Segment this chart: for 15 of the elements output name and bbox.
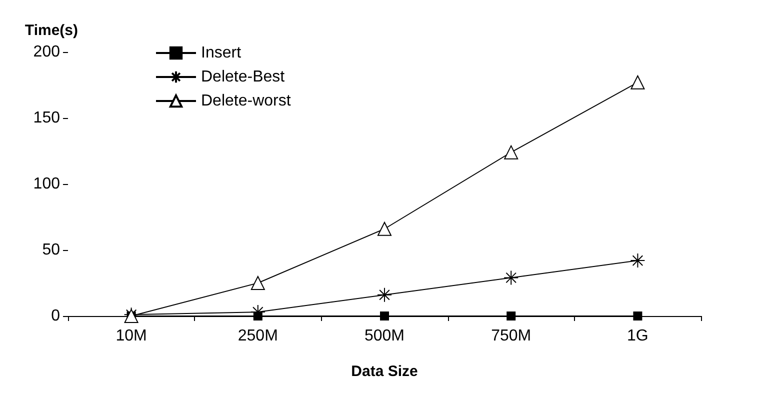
x-tick-label: 500M [364, 328, 405, 344]
y-tick-label: 150 [33, 110, 60, 126]
legend-label: Insert [201, 44, 242, 62]
x-tick-label: 10M [116, 328, 147, 344]
legend-label: Delete-worst [201, 92, 292, 110]
x-axis-title: Data Size [351, 363, 418, 380]
y-tick-label: 200 [33, 44, 60, 60]
x-tick-label: 1G [627, 328, 648, 344]
y-tick-label: 50 [42, 242, 60, 258]
y-tick-label: 0 [51, 308, 60, 324]
x-tick-label: 750M [491, 328, 532, 344]
y-axis-title: Time(s) [24, 22, 78, 39]
legend-label: Delete-Best [201, 68, 286, 86]
y-tick-label: 100 [33, 176, 60, 192]
x-tick-label: 250M [238, 328, 278, 344]
